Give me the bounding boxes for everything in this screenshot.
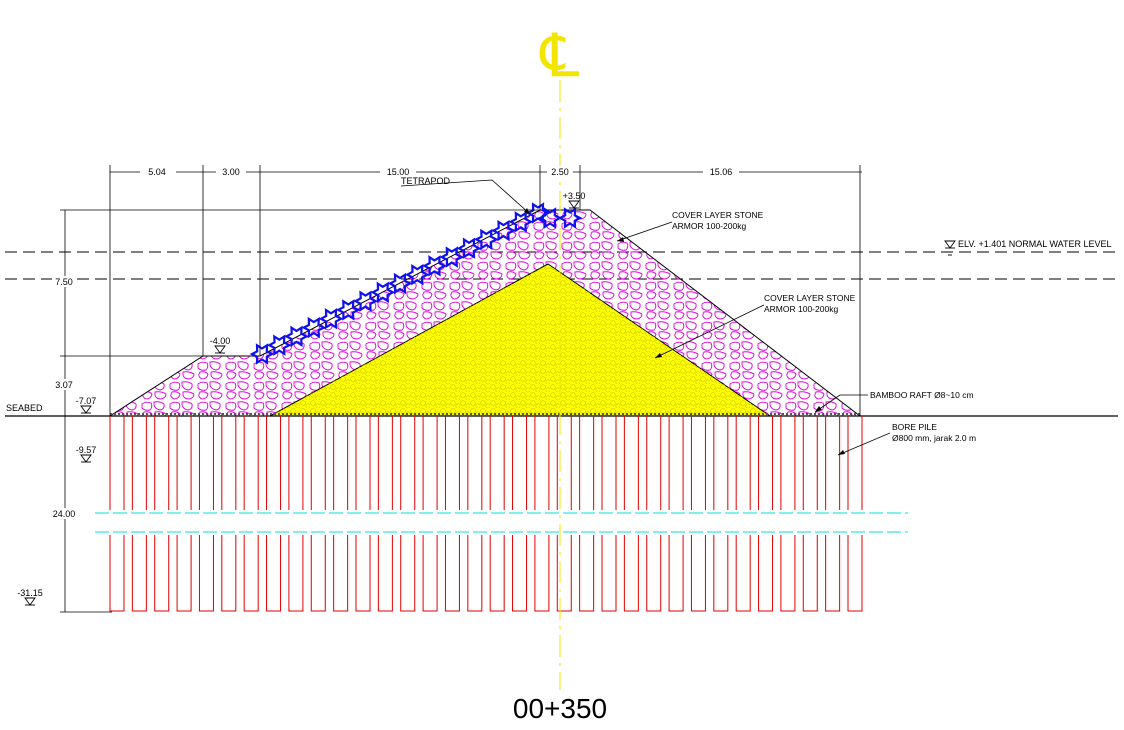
bore-pile [355, 416, 371, 612]
bore-pile [534, 416, 550, 612]
station-label: 00+350 [513, 693, 607, 724]
tetrapod-label: TETRAPOD [401, 176, 451, 186]
tetrapod [422, 255, 447, 277]
bore-pile [780, 416, 796, 612]
seabed-label: SEABED [6, 403, 43, 413]
tetrapod [404, 263, 430, 286]
bore-pile-annotation: BORE PILE Ø800 mm, jarak 2.0 m [837, 422, 976, 456]
tetrapod [557, 207, 583, 229]
water-level-marker: ELV. +1.401 NORMAL WATER LEVEL [944, 239, 1111, 256]
bore-pile [758, 416, 774, 612]
bore-pile [310, 416, 326, 612]
elev-pile-tip-label: -31.15 [17, 588, 43, 598]
dim-5-04: 5.04 [148, 167, 166, 177]
bore-pile [847, 416, 863, 612]
dim-3-07: 3.07 [55, 380, 73, 390]
bore-pile [109, 416, 125, 612]
bore-pile [444, 416, 460, 612]
left-dim-labels: 7.50 3.07 24.00 [50, 276, 78, 519]
bore-pile [377, 416, 393, 612]
cover-layer-2-annotation: COVER LAYER STONE ARMOR 100-200kg [654, 293, 856, 359]
bore-pile [825, 416, 841, 612]
core-texture [270, 264, 770, 416]
tetrapod [370, 281, 396, 304]
cover-layer-2-line1: COVER LAYER STONE [764, 293, 856, 303]
tetrapod [301, 316, 327, 339]
bamboo-raft-annotation: BAMBOO RAFT Ø8~10 cm [814, 390, 974, 413]
bore-pile [243, 416, 259, 612]
bore-pile [489, 416, 505, 612]
dim-15-00: 15.00 [387, 167, 410, 177]
bore-pile [646, 416, 662, 612]
dim-2-50: 2.50 [551, 167, 569, 177]
bore-pile [668, 416, 684, 612]
elevation-berm: -4.00 [210, 336, 231, 354]
bore-pile [579, 416, 595, 612]
bore-piles [109, 416, 863, 612]
tetrapod [537, 207, 563, 229]
tetrapod [335, 299, 361, 321]
tetrapod-annotation: TETRAPOD [400, 176, 531, 215]
bore-pile [221, 416, 237, 612]
dim-24-00: 24.00 [53, 509, 76, 519]
bore-pile-line2: Ø800 mm, jarak 2.0 m [892, 433, 976, 443]
elev-layer-label: -9.57 [76, 445, 97, 455]
bore-pile [556, 416, 572, 612]
bore-pile [735, 416, 751, 612]
bore-pile [288, 416, 304, 612]
top-dim-labels: 5.04 3.00 15.00 2.50 15.06 [140, 166, 739, 177]
tetrapod [318, 308, 344, 330]
tetrapod [353, 290, 378, 312]
elevation-crest: +3.50 [563, 191, 586, 209]
tetrapod [284, 325, 309, 348]
water-level-label: ELV. +1.401 NORMAL WATER LEVEL [958, 239, 1111, 249]
bore-pile [601, 416, 617, 612]
bore-pile [198, 416, 214, 612]
elev-seabed-label: -7.07 [76, 396, 97, 406]
bore-pile [400, 416, 416, 612]
bore-pile [131, 416, 147, 612]
tetrapod [456, 237, 482, 259]
bore-pile [176, 416, 192, 612]
bore-pile [713, 416, 729, 612]
elev-berm-label: -4.00 [210, 336, 231, 346]
tetrapod [439, 246, 465, 268]
dim-15-06: 15.06 [710, 167, 733, 177]
tetrapod [249, 343, 275, 365]
cover-layer-1-line1: COVER LAYER STONE [672, 210, 764, 220]
bore-pile [333, 416, 349, 612]
tetrapod [387, 272, 413, 295]
elev-crest-label: +3.50 [563, 191, 586, 201]
elevation-pile-tip: -31.15 [17, 588, 43, 606]
bore-pile [422, 416, 438, 612]
centerline-symbol: ℄ [539, 22, 580, 89]
tetrapod [491, 219, 516, 242]
cover-layer-2-line2: ARMOR 100-200kg [764, 304, 838, 314]
bore-pile [467, 416, 483, 612]
dim-7-50: 7.50 [55, 277, 73, 287]
bore-pile-line1: BORE PILE [892, 422, 937, 432]
bore-pile [802, 416, 818, 612]
bamboo-raft-label: BAMBOO RAFT Ø8~10 cm [870, 390, 974, 400]
bore-pile [623, 416, 639, 612]
tetrapod [473, 228, 499, 251]
elevation-layer: -9.57 [76, 445, 97, 463]
elevation-seabed: SEABED -7.07 [6, 396, 97, 414]
bore-pile [690, 416, 706, 612]
cover-layer-1-annotation: COVER LAYER STONE ARMOR 100-200kg [616, 210, 764, 242]
bore-pile [154, 416, 170, 612]
bore-pile [512, 416, 528, 612]
bore-pile [266, 416, 282, 612]
tetrapod [266, 334, 292, 356]
dim-3-00: 3.00 [222, 167, 240, 177]
cover-layer-1-line2: ARMOR 100-200kg [672, 221, 746, 231]
tetrapod [508, 211, 534, 233]
